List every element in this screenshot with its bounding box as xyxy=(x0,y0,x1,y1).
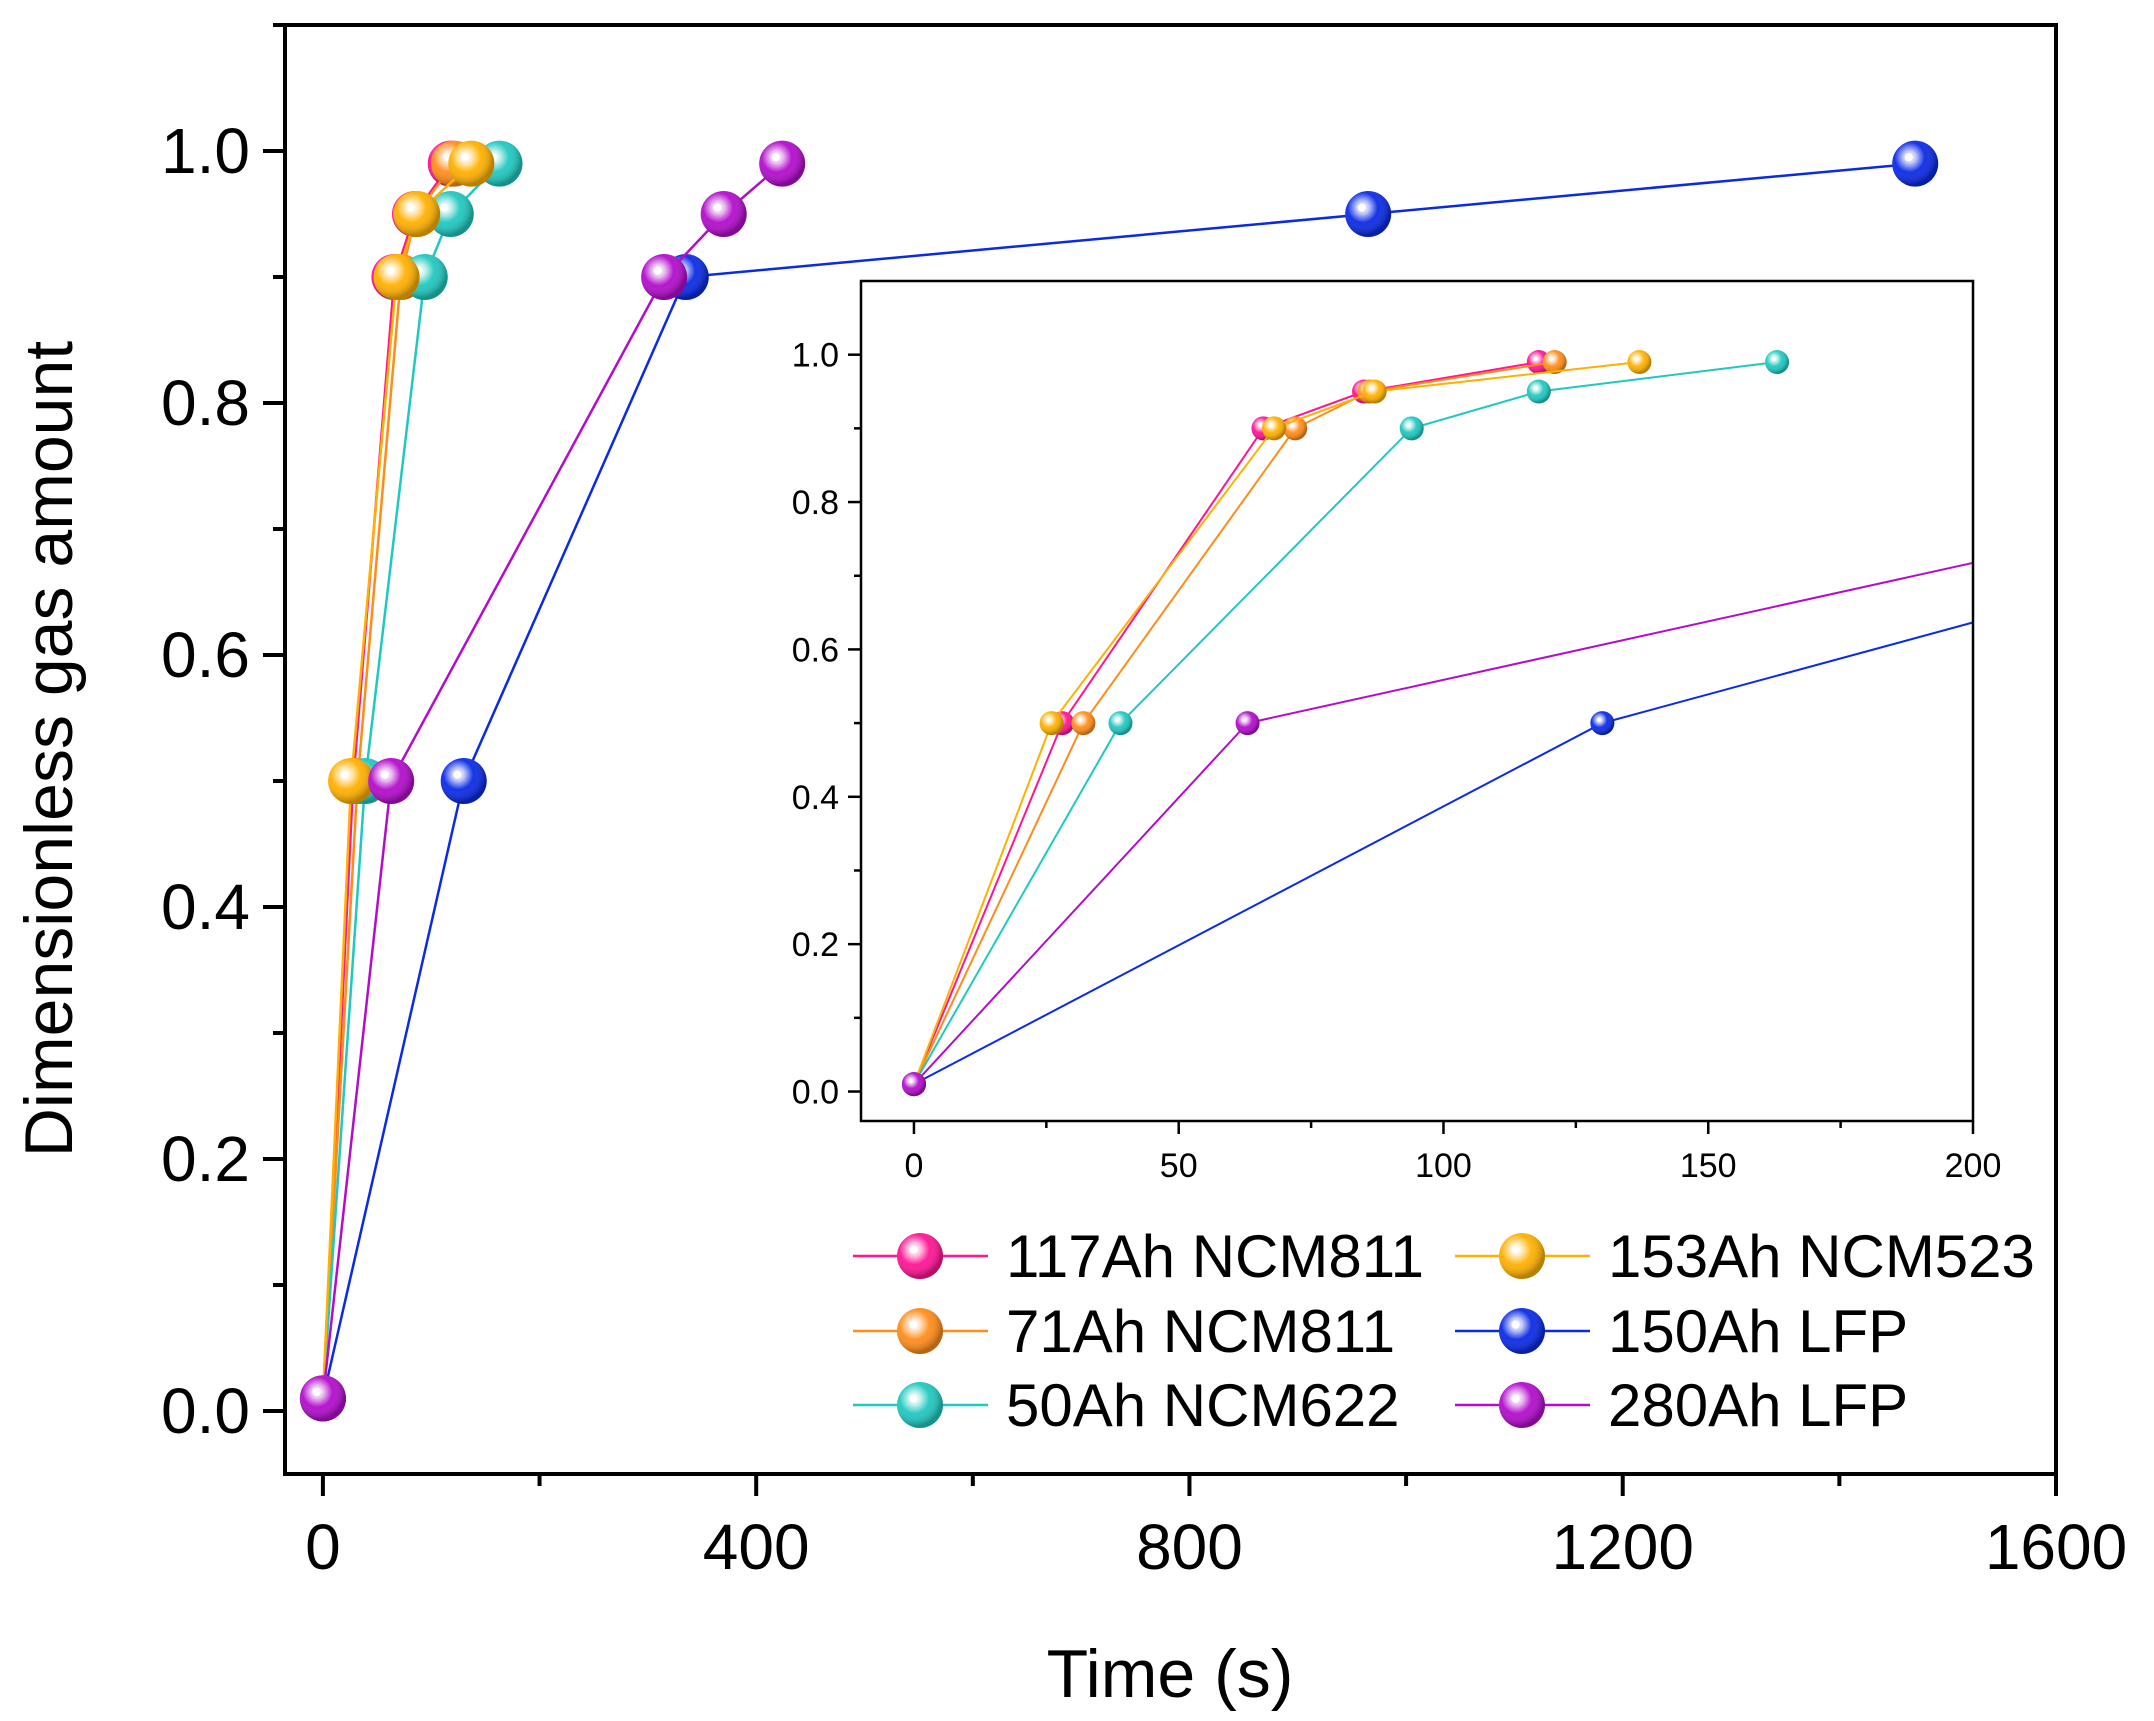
inset-data-point xyxy=(1071,711,1096,736)
x-tick-label: 1200 xyxy=(1552,1511,1694,1583)
legend-marker xyxy=(897,1382,943,1428)
x-axis-title: Time (s) xyxy=(1047,1636,1294,1712)
legend-label: 117Ah NCM811 xyxy=(1006,1223,1424,1290)
legend-label: 280Ah LFP xyxy=(1608,1372,1908,1439)
legend-marker xyxy=(1499,1382,1545,1428)
series-280ah-lfp xyxy=(299,140,806,1422)
data-point xyxy=(368,758,415,804)
main-plot-frame xyxy=(283,23,2058,1476)
inset-y-tick-label: 0.0 xyxy=(792,1074,839,1112)
x-tick-label: 400 xyxy=(703,1511,810,1583)
x-tick-label: 1600 xyxy=(1985,1511,2127,1583)
legend: 117Ah NCM811 71Ah NCM811 50Ah NCM622 153Ah … xyxy=(853,1223,2035,1439)
legend-marker xyxy=(897,1233,943,1279)
y-tick-label: 1.0 xyxy=(161,115,250,187)
main-series-layer xyxy=(299,140,1939,1422)
inset-series-layer xyxy=(901,350,1973,1097)
data-point xyxy=(440,758,487,804)
data-point xyxy=(448,140,495,187)
legend-item-153ah-ncm523: 153Ah NCM523 xyxy=(1455,1223,2035,1290)
inset-series-line xyxy=(913,561,1973,1085)
data-point xyxy=(759,140,806,187)
data-point xyxy=(427,191,474,237)
inset-axis-ticks: 0 50 100 150 200 0.0 0.2 0.4 0.6 0.8 1.0 xyxy=(792,337,2002,1185)
x-tick-label: 800 xyxy=(1136,1511,1243,1583)
inset-data-point xyxy=(1039,711,1064,736)
inset-plot-background xyxy=(861,281,1973,1121)
inset-y-tick-label: 1.0 xyxy=(792,337,839,375)
inset-y-tick-label: 0.4 xyxy=(792,779,839,817)
y-tick-label: 0.8 xyxy=(161,367,250,439)
data-point xyxy=(641,254,688,300)
legend-item-71ah-ncm811: 71Ah NCM811 xyxy=(853,1298,1395,1365)
inset-x-tick-label: 0 xyxy=(904,1147,923,1185)
main-plot: 0 400 800 1200 1600 0.0 0.2 0.4 0.6 0.8 1.0 Time (… xyxy=(11,23,2127,1712)
inset-series-line xyxy=(913,621,1973,1086)
inset-data-point xyxy=(1362,379,1387,404)
y-tick-label: 0.2 xyxy=(161,1123,250,1195)
inset-data-point xyxy=(1262,416,1287,441)
inset-data-point xyxy=(901,1072,926,1097)
legend-marker xyxy=(1499,1308,1545,1354)
legend-label: 71Ah NCM811 xyxy=(1006,1298,1395,1365)
legend-item-50ah-ncm622: 50Ah NCM622 xyxy=(853,1372,1400,1439)
legend-item-280ah-lfp: 280Ah LFP xyxy=(1455,1372,1908,1439)
inset-plot-frame xyxy=(859,279,1975,1123)
inset-y-tick-label: 0.8 xyxy=(792,484,839,522)
inset-x-tick-label: 200 xyxy=(1945,1147,2002,1185)
inset-data-point xyxy=(1526,379,1551,404)
inset-x-tick-label: 50 xyxy=(1160,1147,1198,1185)
legend-label: 150Ah LFP xyxy=(1608,1298,1908,1365)
main-axis-ticks: 0 400 800 1200 1600 0.0 0.2 0.4 0.6 0.8 1.0 xyxy=(161,23,2127,1583)
y-tick-label: 0.4 xyxy=(161,871,250,943)
legend-label: 153Ah NCM523 xyxy=(1608,1223,2035,1290)
data-point xyxy=(1892,140,1939,187)
y-tick-label: 0.0 xyxy=(161,1375,250,1447)
inset-data-point xyxy=(1627,350,1652,375)
y-tick-label: 0.6 xyxy=(161,619,250,691)
data-point xyxy=(394,191,441,237)
legend-label: 50Ah NCM622 xyxy=(1006,1372,1400,1439)
data-point xyxy=(328,758,375,804)
data-point xyxy=(700,191,747,237)
inset-x-tick-label: 100 xyxy=(1415,1147,1472,1185)
inset-data-point xyxy=(1765,350,1790,375)
data-point xyxy=(373,254,420,300)
legend-item-150ah-lfp: 150Ah LFP xyxy=(1455,1298,1908,1365)
inset-y-tick-label: 0.2 xyxy=(792,926,839,964)
inset-plot: 0 50 100 150 200 0.0 0.2 0.4 0.6 0.8 1.0 xyxy=(792,279,2002,1185)
inset-data-point xyxy=(1108,711,1133,736)
y-axis-title: Dimensionless gas amount xyxy=(11,341,87,1158)
inset-data-point xyxy=(1399,416,1424,441)
inset-data-point xyxy=(1542,350,1567,375)
data-point xyxy=(1345,191,1392,237)
x-tick-label: 0 xyxy=(305,1511,341,1583)
legend-marker xyxy=(1499,1233,1545,1279)
inset-data-point xyxy=(1590,711,1615,736)
legend-marker xyxy=(897,1308,943,1354)
legend-item-117ah-ncm811: 117Ah NCM811 xyxy=(853,1223,1424,1290)
inset-x-tick-label: 150 xyxy=(1680,1147,1737,1185)
inset-y-tick-label: 0.6 xyxy=(792,631,839,669)
inset-series-280ah-lfp xyxy=(901,561,1973,1097)
inset-data-point xyxy=(1235,711,1260,736)
data-point xyxy=(299,1375,346,1422)
